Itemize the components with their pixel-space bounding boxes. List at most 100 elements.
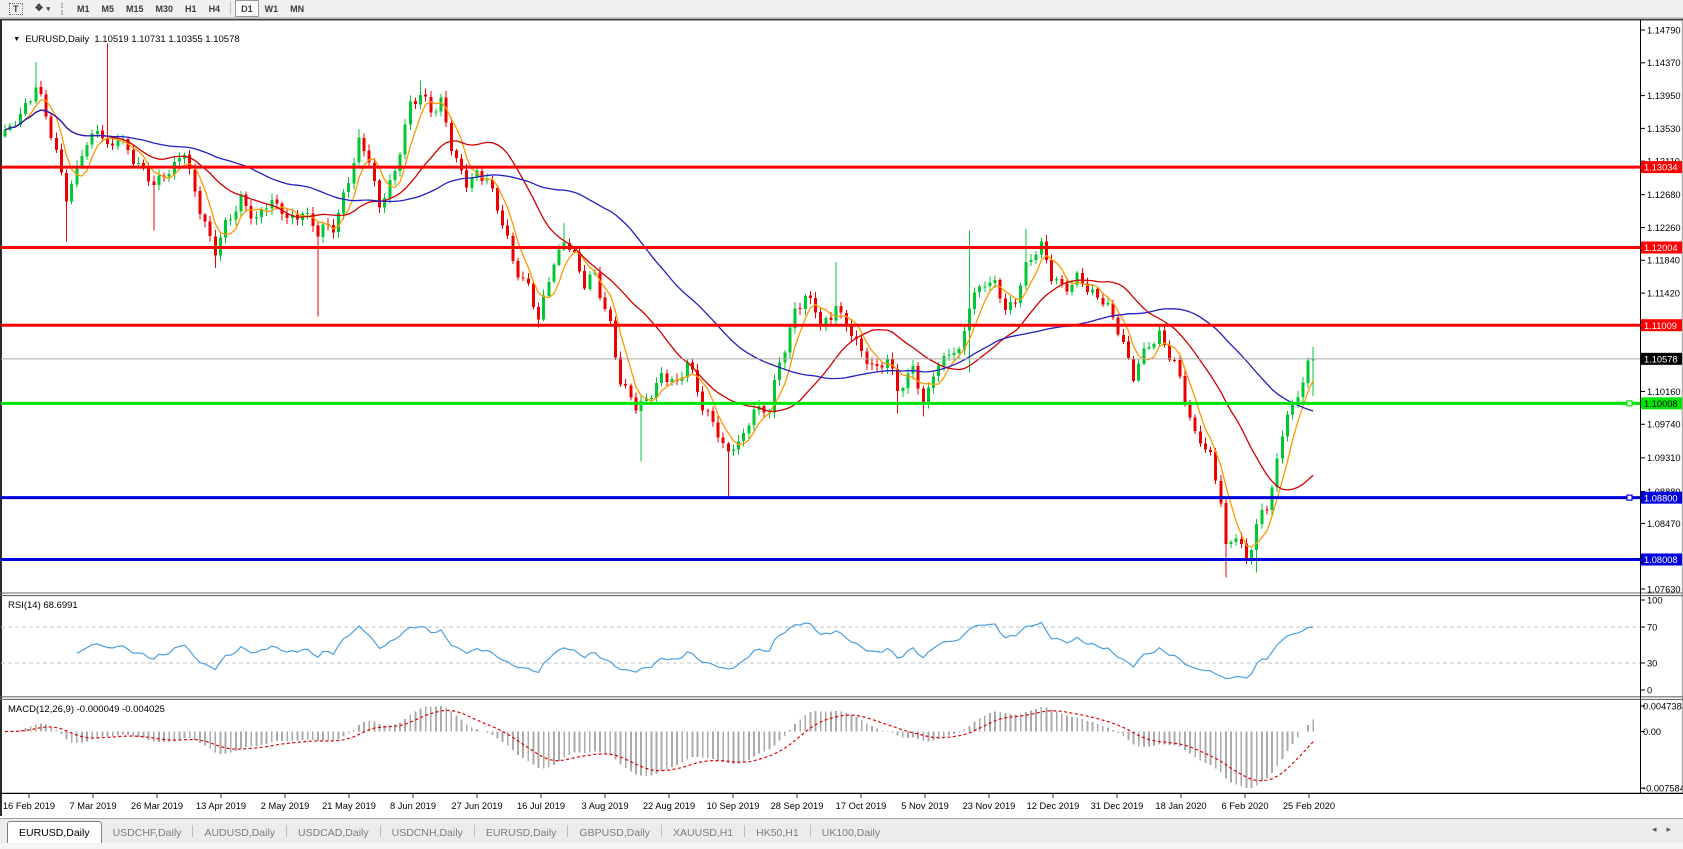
level-handle-1.08800[interactable] xyxy=(1626,494,1633,501)
tab-separator xyxy=(192,825,194,837)
rsi-scale-70: 70 xyxy=(1647,622,1657,632)
chart-tab-usdcad-daily[interactable]: USDCAD,Daily xyxy=(298,826,369,839)
svg-text:1.12004: 1.12004 xyxy=(1644,243,1678,253)
price-tag-1.12004[interactable]: 1.12004 xyxy=(1641,241,1682,254)
timeframe-button-m5[interactable]: M5 xyxy=(101,3,115,14)
text-tool-icon: T xyxy=(9,2,23,15)
rsi-scale-0: 0 xyxy=(1647,685,1652,695)
price-axis-ticks: 1.147901.143701.139501.135301.131101.126… xyxy=(1640,25,1681,594)
svg-text:1.10008: 1.10008 xyxy=(1644,399,1678,409)
svg-text:1.08800: 1.08800 xyxy=(1644,493,1678,503)
chart-tab-eurusd-daily[interactable]: EURUSD,Daily xyxy=(7,821,102,843)
collapse-triangle-icon[interactable]: ▼ xyxy=(13,36,21,43)
tab-separator xyxy=(661,825,663,837)
price-tick-1.14370: 1.14370 xyxy=(1647,58,1681,68)
chart-title-text: EURUSD,Daily 1.10519 1.10731 1.10355 1.1… xyxy=(25,34,240,45)
price-tick-1.09740: 1.09740 xyxy=(1647,420,1681,430)
toolbar-grip xyxy=(60,2,66,15)
timeframe-button-mn[interactable]: MN xyxy=(290,3,305,14)
rsi-scale-100: 100 xyxy=(1647,595,1663,605)
date-label: 16 Feb 2019 xyxy=(2,801,56,811)
date-axis: 16 Feb 2019 7 Mar 2019 26 Mar 2019 13 Apr 2… xyxy=(0,799,1683,817)
price-tick-1.07630: 1.07630 xyxy=(1647,584,1681,594)
price-tick-1.10160: 1.10160 xyxy=(1647,387,1681,397)
chart-title: ▼ EURUSD,Daily 1.10519 1.10731 1.10355 1.… xyxy=(8,23,240,45)
tab-separator xyxy=(809,825,811,837)
price-tag-1.13034[interactable]: 1.13034 xyxy=(1641,161,1682,174)
timeframe-button-m30[interactable]: M30 xyxy=(155,3,174,14)
date-label: 3 Aug 2019 xyxy=(581,801,629,811)
price-tag-1.08800[interactable]: 1.08800 xyxy=(1641,491,1682,504)
date-label: 7 Mar 2019 xyxy=(69,801,117,811)
timeframe-button-h1[interactable]: H1 xyxy=(185,3,197,14)
date-label: 22 Aug 2019 xyxy=(642,801,696,811)
chart-tab-gbpusd-daily[interactable]: GBPUSD,Daily xyxy=(579,826,651,839)
tab-separator xyxy=(286,825,288,837)
ma-fast-line xyxy=(4,99,1314,548)
svg-text:1.13034: 1.13034 xyxy=(1644,163,1678,173)
timeframe-button-h4[interactable]: H4 xyxy=(208,3,221,14)
chart-tab-usdcnh-daily[interactable]: USDCNH,Daily xyxy=(391,826,463,839)
price-tag-1.10008[interactable]: 1.10008 xyxy=(1641,397,1682,410)
chevron-down-icon: ▾ xyxy=(46,5,50,13)
macd-signal-line xyxy=(4,709,1314,782)
date-label: 21 May 2019 xyxy=(322,801,376,811)
date-label: 28 Sep 2019 xyxy=(770,801,824,811)
svg-text:1.11009: 1.11009 xyxy=(1644,321,1677,331)
tab-next-icon[interactable]: ▸ xyxy=(1666,824,1671,834)
rsi-scale-30: 30 xyxy=(1647,658,1657,668)
macd-indicator-label: MACD(12,26,9) -0.000049 -0.004025 xyxy=(8,704,165,715)
price-tick-1.12680: 1.12680 xyxy=(1647,190,1681,200)
svg-text:1.10578: 1.10578 xyxy=(1644,354,1678,364)
macd-histogram xyxy=(9,706,1315,788)
tab-separator xyxy=(379,825,381,837)
timeframe-group: M1 M5 M15 M30 H1 H4 D1 W1 MN xyxy=(71,0,310,17)
price-tick-1.09310: 1.09310 xyxy=(1647,453,1681,463)
date-label: 18 Jan 2020 xyxy=(1155,801,1207,811)
chart-tab-usdchf-daily[interactable]: USDCHF,Daily xyxy=(112,826,182,839)
price-tag-1.08008[interactable]: 1.08008 xyxy=(1641,553,1682,566)
chart-tab-eurusd-daily[interactable]: EURUSD,Daily xyxy=(485,826,557,839)
toolbar: T ❖ ▾ M1 M5 M15 M30 H1 H4 D1 W1 MN xyxy=(0,0,1683,18)
rsi-line xyxy=(76,621,1314,680)
timeframe-button-m15[interactable]: M15 xyxy=(126,3,144,14)
date-label: 27 Jun 2019 xyxy=(451,801,503,811)
price-tag-1.10578[interactable]: 1.10578 xyxy=(1641,352,1682,365)
toolbar-divider xyxy=(230,2,232,15)
date-label: 16 Jul 2019 xyxy=(516,801,566,811)
date-label: 8 Jun 2019 xyxy=(389,801,437,811)
moving-averages-layer xyxy=(4,99,1314,548)
date-label: 2 May 2019 xyxy=(260,801,310,811)
tab-prev-icon[interactable]: ◂ xyxy=(1651,824,1657,834)
timeframe-button-m1[interactable]: M1 xyxy=(76,3,90,14)
text-tool-button[interactable]: T xyxy=(3,0,29,17)
date-label: 6 Feb 2020 xyxy=(1221,801,1269,811)
timeframe-button-d1[interactable]: D1 xyxy=(235,0,259,17)
timeframe-button-w1[interactable]: W1 xyxy=(264,3,279,14)
price-tick-1.08470: 1.08470 xyxy=(1647,519,1681,529)
studies-tool-button[interactable]: ❖ ▾ xyxy=(29,0,56,17)
tab-separator xyxy=(567,825,569,837)
chart-tab-uk100-daily[interactable]: UK100,Daily xyxy=(821,826,881,839)
date-label: 5 Nov 2019 xyxy=(901,801,949,811)
level-handle-1.10008[interactable] xyxy=(1626,400,1633,407)
price-levels-layer xyxy=(1,165,1640,561)
price-tick-1.13950: 1.13950 xyxy=(1647,91,1681,101)
date-label: 23 Nov 2019 xyxy=(962,801,1016,811)
chart-tab-xauusd-h1[interactable]: XAUUSD,H1 xyxy=(673,826,734,839)
chart-tab-audusd-daily[interactable]: AUDUSD,Daily xyxy=(204,826,276,839)
price-tick-1.14790: 1.14790 xyxy=(1647,25,1681,35)
svg-text:1.08008: 1.08008 xyxy=(1644,555,1678,565)
date-label: 12 Dec 2019 xyxy=(1026,801,1080,811)
date-label: 17 Oct 2019 xyxy=(835,801,887,811)
studies-icon: ❖ xyxy=(34,2,44,14)
macd-scale-0.004738: 0.004738 xyxy=(1643,701,1682,711)
macd-scale-0.00: 0.00 xyxy=(1643,727,1661,737)
date-label: 13 Apr 2019 xyxy=(195,801,247,811)
chart-tabs: EURUSD,Daily USDCHF,Daily AUDUSD,Daily USDC… xyxy=(0,819,891,843)
price-tag-1.11009[interactable]: 1.11009 xyxy=(1641,319,1682,332)
chart-tab-bar: EURUSD,Daily USDCHF,Daily AUDUSD,Daily USDC… xyxy=(0,818,1683,843)
chart-tab-hk50-h1[interactable]: HK50,H1 xyxy=(756,826,799,839)
price-tick-1.11420: 1.11420 xyxy=(1647,289,1680,299)
price-tick-1.12260: 1.12260 xyxy=(1647,223,1681,233)
